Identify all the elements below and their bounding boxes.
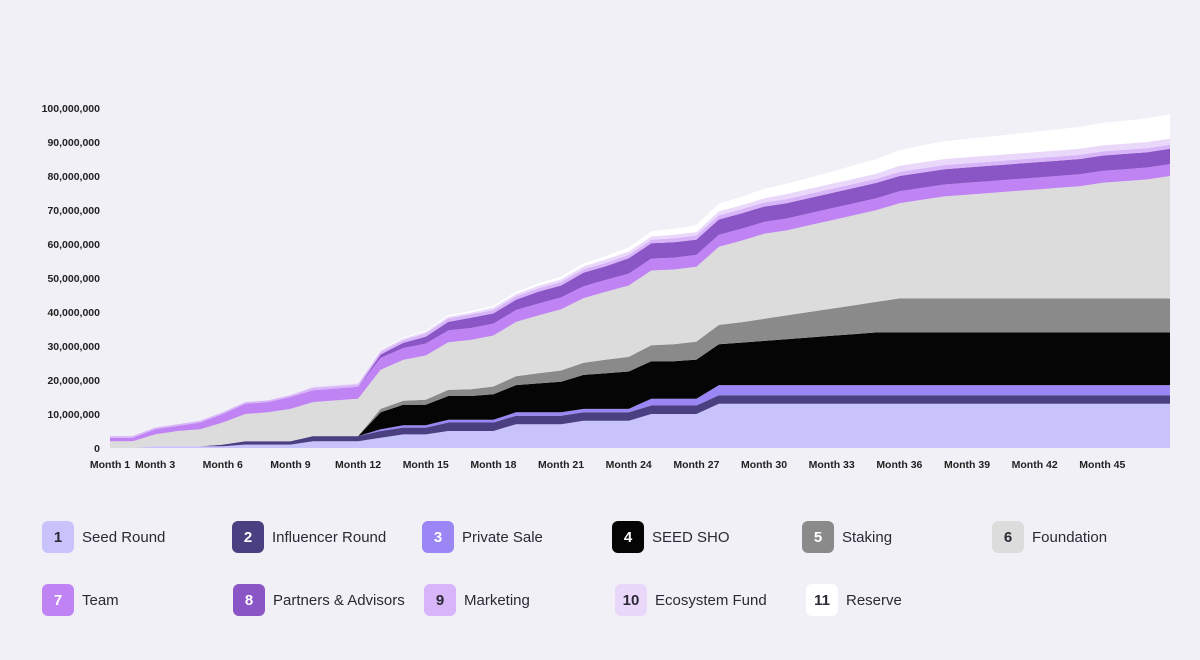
area-reserve (110, 114, 1170, 437)
y-tick-label: 60,000,000 (47, 239, 100, 251)
legend-item-seed-sho: 4 SEED SHO (612, 520, 802, 554)
stacked-areas (110, 114, 1170, 448)
x-tick-label: Month 1 (90, 459, 130, 471)
vesting-chart: 0 10,000,000 20,000,000 30,000,000 40,000,00… (42, 103, 1170, 471)
legend-item-partners-advisors: 8 Partners & Advisors (233, 583, 424, 617)
x-tick-label: Month 27 (673, 459, 719, 471)
legend-label: Influencer Round (272, 528, 387, 546)
y-tick-label: 80,000,000 (47, 171, 100, 183)
legend-swatch: 5 (802, 521, 834, 553)
x-tick-label: Month 42 (1012, 459, 1058, 471)
legend-label: Ecosystem Fund (655, 591, 767, 609)
x-tick-label: Month 21 (538, 459, 584, 471)
x-tick-label: Month 36 (876, 459, 922, 471)
area-seed-round (110, 403, 1170, 448)
legend-label: Foundation (1032, 528, 1108, 546)
y-tick-label: 70,000,000 (47, 205, 100, 217)
y-tick-label: 0 (94, 443, 100, 455)
legend-item-staking: 5 Staking (802, 520, 992, 554)
area-private-sale (110, 385, 1170, 448)
x-tick-label: Month 45 (1079, 459, 1125, 471)
x-tick-label: Month 39 (944, 459, 990, 471)
y-tick-label: 20,000,000 (47, 375, 100, 387)
legend-label: Team (82, 591, 119, 609)
x-tick-label: Month 9 (270, 459, 310, 471)
legend-row: 1 Seed Round 2 Influencer Round 3 Private Sal… (42, 520, 1182, 554)
y-tick-label: 50,000,000 (47, 273, 100, 285)
legend-swatch: 6 (992, 521, 1024, 553)
legend-item-reserve: 11 Reserve (806, 583, 997, 617)
area-foundation (110, 176, 1170, 448)
legend-label: Reserve (846, 591, 902, 609)
y-tick-label: 10,000,000 (47, 409, 100, 421)
legend-swatch: 4 (612, 521, 644, 553)
legend-swatch: 2 (232, 521, 264, 553)
legend-item-seed-round: 1 Seed Round (42, 520, 232, 554)
x-tick-label: Month 33 (809, 459, 855, 471)
legend-swatch: 11 (806, 584, 838, 616)
legend-swatch: 8 (233, 584, 265, 616)
x-tick-label: Month 24 (606, 459, 652, 471)
legend-swatch: 3 (422, 521, 454, 553)
y-tick-label: 30,000,000 (47, 341, 100, 353)
legend-label: SEED SHO (652, 528, 730, 546)
x-tick-label: Month 15 (403, 459, 449, 471)
area-seed-sho (110, 332, 1170, 448)
legend-item-foundation: 6 Foundation (992, 520, 1182, 554)
y-tick-label: 90,000,000 (47, 137, 100, 149)
x-tick-label: Month 6 (203, 459, 243, 471)
legend-swatch: 1 (42, 521, 74, 553)
x-tick-label: Month 18 (470, 459, 516, 471)
x-tick-label: Month 30 (741, 459, 787, 471)
area-influencer-round (110, 395, 1170, 448)
area-team (110, 164, 1170, 442)
legend-item-marketing: 9 Marketing (424, 583, 615, 617)
legend-label: Seed Round (82, 528, 166, 546)
legend-item-private-sale: 3 Private Sale (422, 520, 612, 554)
legend-swatch: 10 (615, 584, 647, 616)
legend: 1 Seed Round 2 Influencer Round 3 Private Sal… (42, 520, 1182, 646)
legend-label: Partners & Advisors (273, 591, 405, 609)
legend-label: Private Sale (462, 528, 543, 546)
y-tick-label: 100,000,000 (42, 103, 101, 115)
x-tick-label: Month 12 (335, 459, 381, 471)
legend-swatch: 9 (424, 584, 456, 616)
legend-row: 7 Team 8 Partners & Advisors 9 Marketing 10 Eco… (42, 583, 1182, 617)
legend-label: Staking (842, 528, 893, 546)
legend-label: Marketing (464, 591, 530, 609)
y-tick-label: 40,000,000 (47, 307, 100, 319)
legend-swatch: 7 (42, 584, 74, 616)
x-tick-label: Month 3 (135, 459, 175, 471)
legend-item-ecosystem-fund: 10 Ecosystem Fund (615, 583, 806, 617)
y-axis: 0 10,000,000 20,000,000 30,000,000 40,000,00… (42, 103, 101, 455)
legend-item-team: 7 Team (42, 583, 233, 617)
area-staking (110, 298, 1170, 448)
legend-item-influencer-round: 2 Influencer Round (232, 520, 422, 554)
x-axis: Month 1 Month 3 Month 6 Month 9 Month 12 Mont… (90, 459, 1126, 471)
